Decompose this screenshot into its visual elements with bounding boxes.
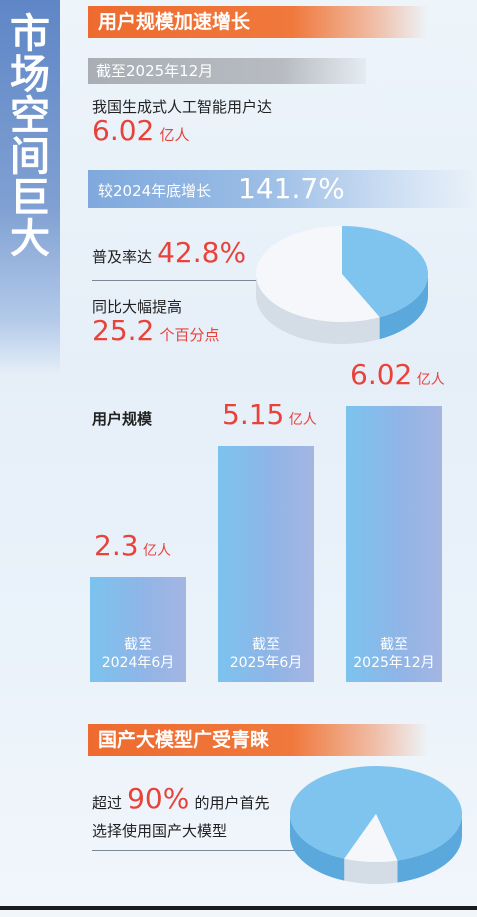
- domestic-pie-rest-side: [344, 858, 398, 884]
- bar: [346, 406, 442, 682]
- domestic-line1-value: 90%: [127, 782, 190, 815]
- side-title-char: 场: [10, 52, 50, 98]
- bar-value-label: 6.02 亿人: [350, 358, 445, 391]
- bar-value-label: 2.3 亿人: [94, 528, 171, 562]
- domestic-line1-post: 的用户首先: [194, 794, 270, 812]
- domestic-line1-pre: 超过: [92, 794, 123, 812]
- penetration-pie-rest-slice: [256, 226, 380, 322]
- divider-line-2: [92, 850, 302, 851]
- yoy-unit: 个百分点: [159, 326, 220, 344]
- yoy-value-line: 25.2 个百分点: [92, 314, 219, 347]
- side-title-char: 空: [10, 93, 50, 139]
- bar-value-label: 5.15 亿人: [222, 397, 317, 431]
- penetration-pie-chart: [256, 226, 428, 345]
- penetration-value: 42.8%: [157, 236, 247, 269]
- growth-band: 较2024年底增长 141.7%: [88, 170, 477, 208]
- users-value-line: 6.02 亿人: [92, 114, 189, 147]
- yoy-value: 25.2: [92, 314, 155, 347]
- side-title: 市 场 空 间 巨 大: [0, 14, 60, 260]
- divider-line: [92, 280, 272, 281]
- users-value: 6.02: [92, 114, 155, 147]
- chart-title: 用户规模: [92, 410, 153, 428]
- side-title-band: [0, 0, 60, 375]
- side-title-char: 巨: [10, 175, 50, 221]
- domestic-line1: 超过 90% 的用户首先: [92, 782, 269, 815]
- side-title-char: 大: [10, 216, 50, 262]
- growth-value: 141.7%: [238, 172, 345, 205]
- bar: [218, 445, 314, 682]
- domestic-pie-chart: [290, 766, 462, 884]
- users-unit: 亿人: [159, 126, 190, 144]
- side-title-char: 间: [10, 134, 50, 180]
- yoy-label: 同比大幅提高: [92, 298, 183, 316]
- domestic-pie-share-slice: [290, 766, 462, 861]
- side-title-char: 市: [10, 11, 50, 57]
- domestic-pie-share-side: [397, 814, 462, 883]
- penetration-pie-share-slice: [342, 226, 428, 318]
- bar: [90, 576, 186, 682]
- bar-category-label: 截至 2025年6月: [229, 637, 303, 671]
- date-label: 截至2025年12月: [88, 58, 366, 84]
- penetration-pie-rest-side: [256, 274, 380, 345]
- domestic-pie-share-side: [290, 814, 345, 881]
- section-header-user-scale: 用户规模加速增长: [88, 6, 428, 38]
- bar-category-label: 截至 2025年12月: [353, 637, 435, 671]
- bar-category-label: 截至 2024年6月: [101, 637, 175, 671]
- penetration-label: 普及率达: [92, 248, 153, 266]
- domestic-pie-rest-slice: [344, 814, 398, 862]
- users-text: 我国生成式人工智能用户达: [92, 98, 273, 116]
- section-header-domestic-models: 国产大模型广受青睐: [88, 724, 428, 756]
- penetration-line: 普及率达 42.8%: [92, 236, 246, 269]
- growth-label: 较2024年底增长: [98, 182, 212, 200]
- penetration-pie-share-side: [379, 274, 428, 340]
- domestic-line2: 选择使用国产大模型: [92, 822, 228, 840]
- bottom-rule: [0, 906, 477, 910]
